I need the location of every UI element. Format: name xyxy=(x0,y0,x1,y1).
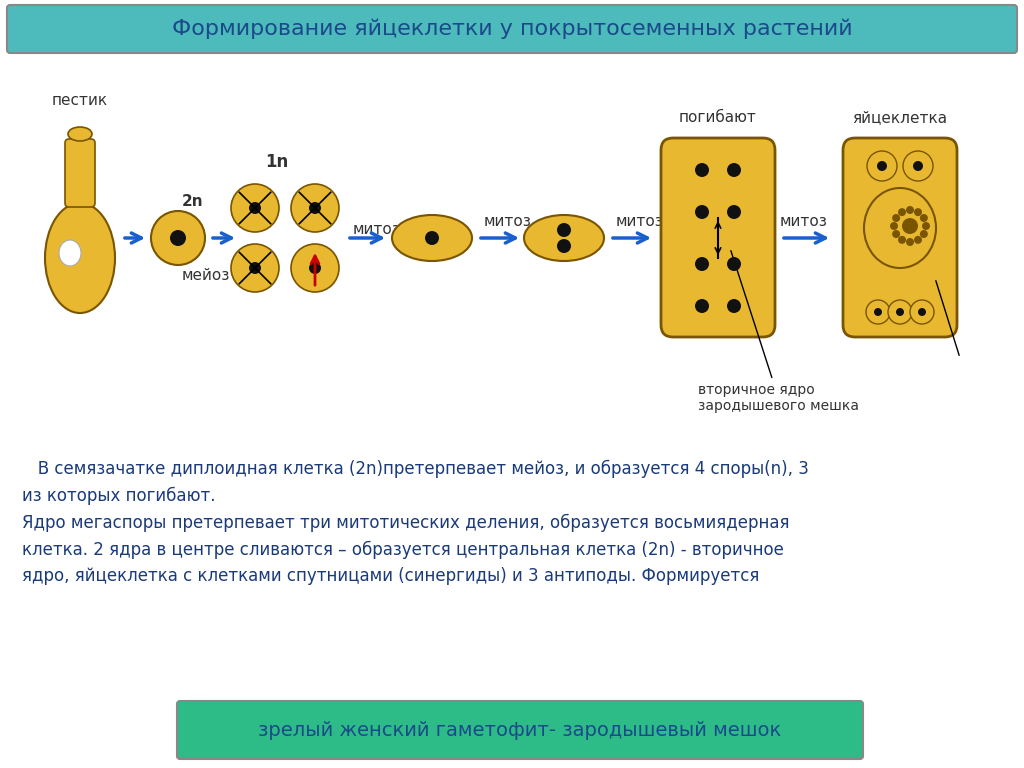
Ellipse shape xyxy=(524,215,604,261)
FancyBboxPatch shape xyxy=(65,139,95,207)
Circle shape xyxy=(892,230,900,238)
Circle shape xyxy=(910,300,934,324)
Circle shape xyxy=(877,161,887,171)
Circle shape xyxy=(906,206,914,214)
Circle shape xyxy=(866,300,890,324)
Circle shape xyxy=(249,262,261,274)
Circle shape xyxy=(922,222,930,230)
Circle shape xyxy=(727,163,741,177)
Text: зрелый женский гаметофит- зародышевый мешок: зрелый женский гаметофит- зародышевый ме… xyxy=(258,720,781,740)
FancyBboxPatch shape xyxy=(843,138,957,337)
Circle shape xyxy=(867,151,897,181)
Circle shape xyxy=(898,208,906,216)
Circle shape xyxy=(249,202,261,214)
FancyBboxPatch shape xyxy=(7,5,1017,53)
Text: 2n: 2n xyxy=(182,194,204,210)
Circle shape xyxy=(896,308,904,316)
Circle shape xyxy=(231,184,279,232)
Circle shape xyxy=(874,308,882,316)
Circle shape xyxy=(695,163,709,177)
Text: митоз: митоз xyxy=(353,223,400,237)
Circle shape xyxy=(890,222,898,230)
Ellipse shape xyxy=(392,215,472,261)
Circle shape xyxy=(892,214,900,222)
Circle shape xyxy=(557,239,571,253)
Circle shape xyxy=(557,223,571,237)
Text: Формирование яйцеклетки у покрытосеменных растений: Формирование яйцеклетки у покрытосеменны… xyxy=(172,18,852,39)
Text: яйцеклетка: яйцеклетка xyxy=(852,111,947,125)
Circle shape xyxy=(918,308,926,316)
Text: митоз: митоз xyxy=(484,214,531,230)
Ellipse shape xyxy=(59,240,81,266)
Text: В семязачатке диплоидная клетка (2n)претерпевает мейоз, и образуется 4 споры(n),: В семязачатке диплоидная клетка (2n)прет… xyxy=(22,460,809,585)
Circle shape xyxy=(309,262,321,274)
Text: пестик: пестик xyxy=(52,93,109,108)
Circle shape xyxy=(898,236,906,244)
Circle shape xyxy=(914,236,922,244)
Circle shape xyxy=(914,208,922,216)
Circle shape xyxy=(695,205,709,219)
Circle shape xyxy=(170,230,186,246)
Circle shape xyxy=(727,205,741,219)
Ellipse shape xyxy=(68,127,92,141)
Text: митоз: митоз xyxy=(616,214,664,230)
Circle shape xyxy=(920,214,928,222)
Text: 1n: 1n xyxy=(265,153,289,171)
Circle shape xyxy=(906,238,914,246)
Circle shape xyxy=(695,257,709,271)
Circle shape xyxy=(902,218,918,234)
Circle shape xyxy=(920,230,928,238)
Circle shape xyxy=(727,257,741,271)
Circle shape xyxy=(309,202,321,214)
Circle shape xyxy=(291,244,339,292)
Circle shape xyxy=(231,244,279,292)
Ellipse shape xyxy=(151,211,205,265)
FancyBboxPatch shape xyxy=(662,138,775,337)
Circle shape xyxy=(695,299,709,313)
Circle shape xyxy=(903,151,933,181)
Ellipse shape xyxy=(45,203,115,313)
Text: погибают: погибают xyxy=(679,111,757,125)
Circle shape xyxy=(291,184,339,232)
Circle shape xyxy=(888,300,912,324)
Text: вторичное ядро
зародышевого мешка: вторичное ядро зародышевого мешка xyxy=(698,250,859,413)
Ellipse shape xyxy=(864,188,936,268)
Text: митоз: митоз xyxy=(780,214,827,230)
Circle shape xyxy=(425,231,439,245)
Circle shape xyxy=(913,161,923,171)
FancyBboxPatch shape xyxy=(177,701,863,759)
Circle shape xyxy=(727,299,741,313)
Text: мейоз: мейоз xyxy=(182,269,230,283)
